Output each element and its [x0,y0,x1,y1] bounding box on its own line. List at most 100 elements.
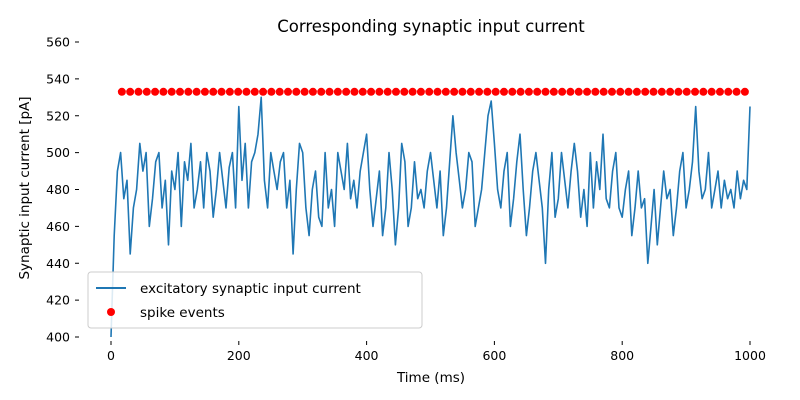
spike-marker [740,87,749,96]
current-line [110,96,751,338]
spike-marker [317,87,326,96]
spike-marker [325,87,334,96]
x-axis-label: Time (ms) [396,370,465,386]
spike-marker [159,87,168,96]
spike-marker [333,87,342,96]
spike-marker [209,87,218,96]
spike-marker [217,87,226,96]
y-tick-label: 560 [46,35,70,50]
spike-marker [441,87,450,96]
y-axis-label: Synaptic input current [pA] [17,96,33,279]
spike-marker [400,87,409,96]
spike-marker [391,87,400,96]
spike-marker [275,87,284,96]
spike-marker [342,87,351,96]
spike-marker [724,87,733,96]
spike-marker [184,87,193,96]
spike-marker [691,87,700,96]
spike-marker [350,87,359,96]
spike-marker [674,87,683,96]
spike-marker [458,87,467,96]
spike-marker [267,87,276,96]
spike-marker [292,87,301,96]
y-tick-label: 540 [46,71,70,86]
spike-marker [117,87,126,96]
x-tick-label: 600 [482,348,506,363]
spike-marker [284,87,293,96]
spike-marker [475,87,484,96]
spike-marker [126,87,135,96]
spike-marker [574,87,583,96]
spike-marker [200,87,209,96]
spike-marker [225,87,234,96]
spike-marker [566,87,575,96]
y-tick-label: 520 [46,108,70,123]
legend-label-spikes: spike events [140,305,225,321]
y-tick-label: 420 [46,293,70,308]
y-axis: 400 420 440 460 480 500 520 540 560 [46,35,79,345]
spike-marker [516,87,525,96]
spike-marker [416,87,425,96]
y-tick-label: 500 [46,145,70,160]
spike-marker [707,87,716,96]
spike-marker [433,87,442,96]
spike-marker [142,87,151,96]
spike-marker [242,87,251,96]
x-tick-label: 1000 [734,348,766,363]
spike-marker [624,87,633,96]
spike-marker [533,87,542,96]
x-tick-label: 800 [610,348,634,363]
spike-marker [591,87,600,96]
spike-marker [632,87,641,96]
x-tick-label: 400 [355,348,379,363]
spike-marker [682,87,691,96]
spike-marker [259,87,268,96]
spike-marker [649,87,658,96]
spike-marker [524,87,533,96]
y-tick-label: 440 [46,256,70,271]
plot-area [110,87,751,338]
spike-marker [491,87,500,96]
spike-marker [599,87,608,96]
spike-marker [450,87,459,96]
y-tick-label: 460 [46,219,70,234]
spike-marker [508,87,517,96]
legend: excitatory synaptic input current spike … [87,271,423,329]
spike-marker [607,87,616,96]
spike-marker [641,87,650,96]
spike-marker [483,87,492,96]
spike-marker [250,87,259,96]
spike-marker [134,87,143,96]
spike-marker [234,87,243,96]
legend-label-current: excitatory synaptic input current [140,281,361,297]
spike-marker [408,87,417,96]
spike-marker [549,87,558,96]
x-axis: 0 200 400 600 800 1000 [107,341,766,363]
spike-marker [732,87,741,96]
spike-marker [192,87,201,96]
legend-box [87,271,423,329]
spike-marker [167,87,176,96]
spike-marker [666,87,675,96]
spike-marker [558,87,567,96]
spike-marker [308,87,317,96]
legend-dot-swatch [107,308,115,316]
x-tick-label: 0 [107,348,115,363]
spike-marker [375,87,384,96]
spike-marker [466,87,475,96]
spike-marker [541,87,550,96]
spike-marker [425,87,434,96]
spike-marker [383,87,392,96]
x-tick-label: 200 [227,348,251,363]
spike-marker [715,87,724,96]
y-tick-label: 400 [46,330,70,345]
spike-marker [151,87,160,96]
y-tick-label: 480 [46,182,70,197]
spike-marker [657,87,666,96]
spike-marker [616,87,625,96]
spike-marker [300,87,309,96]
spike-marker [367,87,376,96]
chart-title: Corresponding synaptic input current [277,17,585,36]
spike-marker [583,87,592,96]
